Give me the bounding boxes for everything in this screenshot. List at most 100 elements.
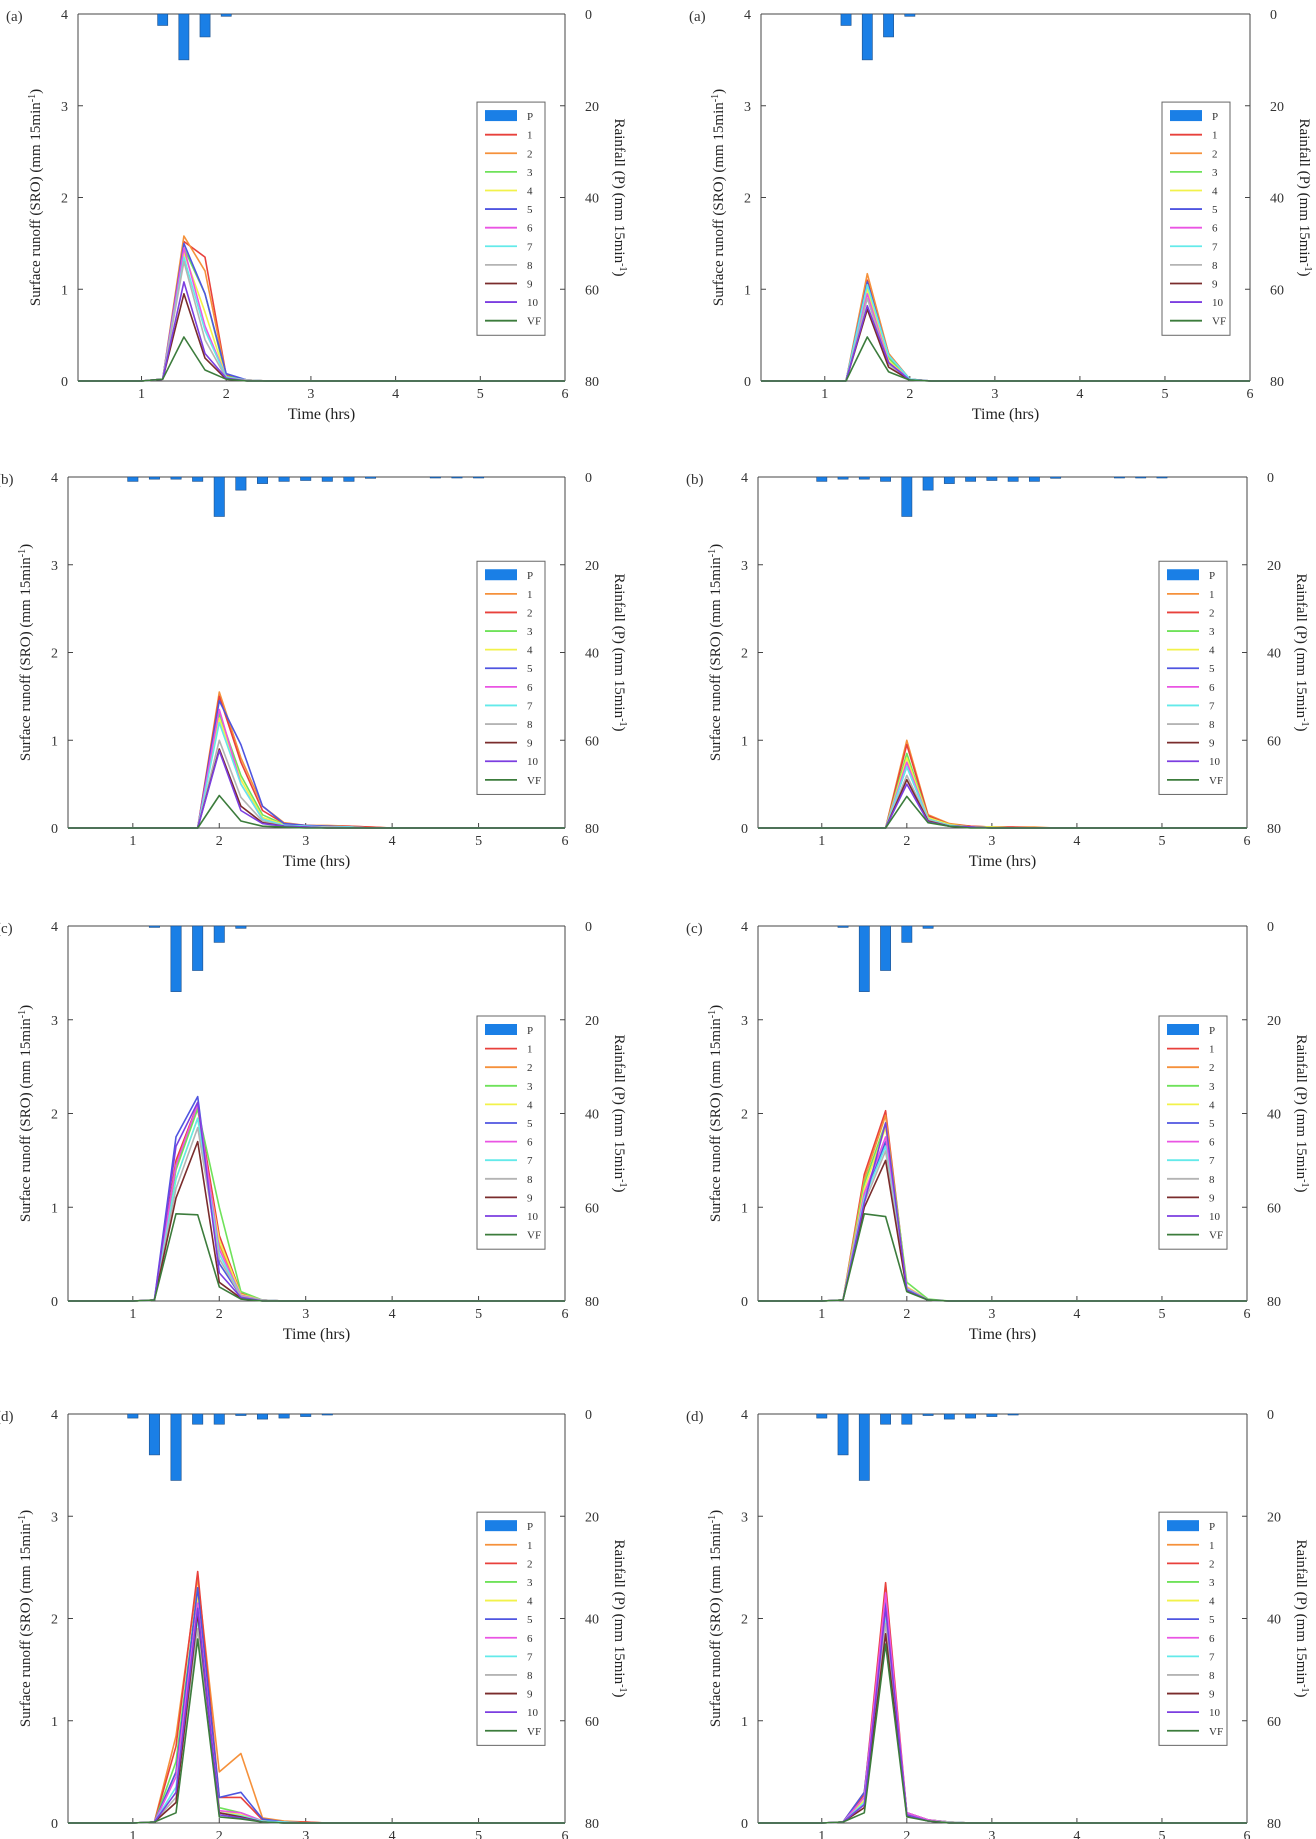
legend-label-8: 8 [527, 1670, 533, 1682]
y2-tick-label: 60 [1267, 1715, 1281, 1730]
x-tick-label: 6 [1244, 1307, 1251, 1322]
y-tick-label: 4 [51, 471, 58, 486]
runoff-line-VF [758, 1643, 1247, 1824]
y2-axis-title-exponent: -1 [618, 718, 629, 726]
legend-box [1158, 560, 1228, 795]
rainfall-bar [901, 1413, 913, 1425]
y-tick-label: 2 [51, 1108, 58, 1123]
rainfall-bar [1028, 476, 1040, 482]
rainfall-bar [1050, 476, 1062, 479]
legend-label-2: 2 [527, 1062, 533, 1074]
x-tick-label: 1 [129, 834, 136, 849]
x-tick-label: 2 [216, 834, 223, 849]
rainfall-bar [278, 476, 290, 482]
rainfall-bar [904, 13, 916, 17]
y2-tick-label: 60 [585, 734, 599, 749]
legend-label-4: 4 [1209, 1099, 1215, 1111]
y-tick-label: 0 [51, 1817, 58, 1832]
y2-tick-label: 20 [1267, 559, 1281, 574]
runoff-line-VF [68, 1213, 565, 1302]
legend-label-6: 6 [1209, 1633, 1215, 1645]
rainfall-bar [880, 925, 891, 971]
legend-label-6: 6 [527, 1633, 533, 1645]
panel-label: (d) [0, 1409, 14, 1425]
x-tick-label: 5 [475, 1829, 482, 1839]
y2-tick-label: 80 [1267, 1295, 1281, 1310]
rainfall-bar [986, 1413, 998, 1417]
legend-label-7: 7 [1212, 241, 1218, 253]
y-tick-label: 1 [744, 283, 751, 298]
y-tick-label: 0 [741, 1817, 748, 1832]
legend-label-9: 9 [527, 1689, 533, 1701]
y2-tick-label: 0 [1270, 8, 1277, 23]
x-tick-label: 6 [562, 387, 569, 402]
y-tick-label: 4 [741, 471, 748, 486]
legend-label-8: 8 [1209, 719, 1215, 731]
rainfall-bar [858, 476, 870, 480]
legend-label-6: 6 [527, 223, 533, 235]
rainfall-bar [235, 925, 247, 929]
y-tick-label: 3 [51, 1510, 58, 1525]
legend-box [476, 1511, 546, 1746]
x-tick-label: 2 [223, 387, 230, 402]
rainfall-bar [148, 1413, 160, 1456]
rainfall-bar [127, 1413, 139, 1419]
legend-label-VF: VF [527, 775, 541, 787]
legend-label-3: 3 [1209, 1081, 1215, 1093]
rainfall-bar [278, 1413, 290, 1419]
y2-axis-title-exponent: -1 [1303, 263, 1314, 271]
rainfall-bar [451, 476, 463, 479]
panel-label: (b) [0, 472, 14, 488]
legend-label-4: 4 [527, 645, 533, 657]
rainfall-bar [1007, 1413, 1019, 1416]
x-tick-label: 1 [818, 1307, 825, 1322]
legend-label-P: P [527, 1025, 533, 1037]
y-tick-label: 1 [61, 283, 68, 298]
x-tick-label: 6 [1247, 387, 1254, 402]
rainfall-bar [321, 1413, 333, 1416]
y2-tick-label: 80 [1267, 1817, 1281, 1832]
y2-axis-title: Rainfall (P) (mm 15min-1) [1293, 574, 1311, 732]
y-tick-label: 3 [741, 1014, 748, 1029]
y2-tick-label: 60 [1267, 1201, 1281, 1216]
x-axis-title: Time (hrs) [972, 406, 1039, 423]
rainfall-bar [943, 1413, 955, 1420]
x-tick-label: 2 [906, 387, 913, 402]
rainfall-bar [922, 1413, 934, 1416]
rainfall-bar [192, 476, 204, 482]
legend-label-5: 5 [527, 663, 533, 675]
y-tick-label: 0 [61, 375, 68, 390]
x-tick-label: 4 [389, 1307, 396, 1322]
y-tick-label: 0 [51, 822, 58, 837]
y-tick-label: 1 [51, 1201, 58, 1216]
rainfall-bar [1007, 476, 1019, 482]
x-tick-label: 5 [477, 387, 484, 402]
legend-box [476, 1015, 546, 1250]
y2-tick-label: 40 [1267, 1108, 1281, 1123]
rainfall-bar [178, 13, 190, 61]
y2-tick-label: 0 [1267, 1408, 1274, 1423]
y-tick-label: 3 [741, 559, 748, 574]
rainfall-bar [880, 476, 891, 482]
y2-axis-title-exponent: -1 [618, 1684, 629, 1692]
y2-tick-label: 0 [585, 471, 592, 486]
y-axis-title-exponent: -1 [707, 1515, 718, 1523]
x-tick-label: 6 [1244, 834, 1251, 849]
x-tick-label: 3 [988, 1829, 995, 1839]
rainfall-bar [816, 476, 828, 482]
y2-tick-label: 60 [1267, 734, 1281, 749]
legend-label-4: 4 [527, 185, 533, 197]
y2-tick-label: 40 [1267, 1613, 1281, 1628]
rainfall-bar [816, 1413, 828, 1419]
y2-tick-label: 60 [585, 283, 599, 298]
rainfall-bar [148, 925, 160, 928]
rainfall-bar [429, 476, 441, 479]
legend-label-3: 3 [527, 1577, 533, 1589]
y-tick-label: 4 [741, 920, 748, 935]
x-axis-title: Time (hrs) [969, 853, 1036, 870]
